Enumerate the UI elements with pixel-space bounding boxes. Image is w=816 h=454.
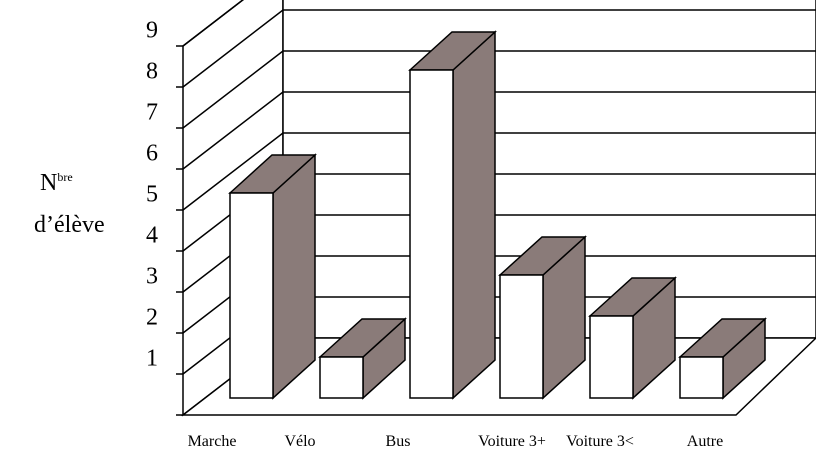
y-axis-label: Nbre	[40, 170, 73, 197]
bar-front	[319, 356, 364, 399]
y-tick-label: 5	[146, 182, 158, 208]
gridline	[182, 50, 816, 129]
bar-front	[499, 274, 544, 399]
x-tick-label: Vélo	[284, 433, 315, 450]
chart-bars	[228, 30, 767, 400]
bar-front	[589, 315, 634, 399]
gridline	[182, 91, 816, 170]
bar-voiture-3-	[588, 276, 677, 400]
bar-front	[679, 356, 724, 399]
y-tick-label: 3	[146, 264, 158, 290]
y-tick-label: 7	[146, 100, 158, 126]
bar-side	[272, 153, 316, 400]
y-axis-label-main: N	[40, 170, 58, 196]
y-tick-label: 8	[146, 59, 158, 85]
bar-side	[452, 30, 496, 400]
y-tick-label: 1	[146, 346, 158, 372]
bar-voiture-3-	[498, 235, 587, 400]
gridline	[182, 9, 816, 88]
x-tick-label: Voiture 3+	[478, 433, 546, 450]
bar-front	[409, 69, 454, 399]
gridline	[182, 132, 816, 211]
x-tick-label: Marche	[188, 433, 237, 450]
gridline	[182, 0, 244, 47]
bar-front	[229, 192, 274, 399]
bar-bus	[408, 30, 497, 400]
y-tick-label: 9	[146, 18, 158, 44]
x-tick-label: Bus	[386, 433, 411, 450]
bar-autre	[678, 317, 767, 400]
y-axis-label-sup: bre	[57, 170, 73, 184]
x-tick-label: Voiture 3<	[566, 433, 634, 450]
y-tick-label: 4	[146, 223, 158, 249]
y-tick-labels: 1 2 3 4 5 6 7 8 9	[146, 18, 158, 372]
y-tick-label: 6	[146, 141, 158, 167]
bar-marche	[228, 153, 317, 400]
y-tick-label: 2	[146, 305, 158, 331]
y-axis-label-line2: d’élève	[34, 212, 105, 238]
x-tick-labels: Marche Vélo Bus Voiture 3+ Voiture 3< Autre	[188, 433, 724, 450]
x-tick-label: Autre	[687, 433, 723, 450]
bar-v-lo	[318, 317, 407, 400]
